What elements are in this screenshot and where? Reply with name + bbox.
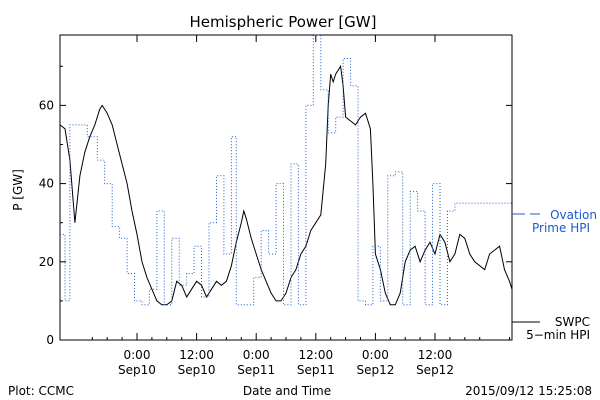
x-tick-label-time: 0:00 [124, 348, 151, 362]
y-axis-ticks: 0 20 40 60 [39, 65, 512, 347]
legend-swpc-label-1: SWPC [555, 315, 590, 329]
x-axis-ticks: 0:00Sep1012:00Sep100:00Sep1112:00Sep110:… [91, 35, 511, 377]
x-tick-label-time: 12:00 [179, 348, 214, 362]
x-tick-label-time: 0:00 [362, 348, 389, 362]
x-tick-label-date: Sep11 [297, 363, 335, 377]
x-axis-label: Date and Time [243, 384, 331, 398]
x-tick-label-date: Sep11 [237, 363, 275, 377]
y-tick-label: 20 [39, 255, 54, 269]
series-layer [59, 34, 513, 306]
x-tick-label-date: Sep12 [356, 363, 394, 377]
series-ovation-prime-line [60, 34, 512, 306]
x-tick-label-time: 0:00 [243, 348, 270, 362]
footer-plot-source: Plot: CCMC [8, 384, 74, 398]
legend-ovation-label-1: Ovation [550, 208, 597, 222]
y-tick-label: 40 [39, 177, 54, 191]
legend-swpc-label-2: 5−min HPI [526, 328, 590, 342]
y-tick-label: 0 [46, 333, 54, 347]
y-axis-label: P [GW] [11, 169, 25, 211]
x-tick-label-date: Sep12 [416, 363, 454, 377]
chart-title: Hemispheric Power [GW] [190, 13, 377, 31]
x-tick-label-time: 12:00 [299, 348, 334, 362]
x-tick-label-date: Sep10 [118, 363, 156, 377]
x-tick-label-time: 12:00 [418, 348, 453, 362]
footer-timestamp: 2015/09/12 15:25:08 [465, 384, 592, 398]
x-tick-label-date: Sep10 [178, 363, 216, 377]
series-swpc-line [59, 64, 513, 306]
legend-ovation-label-2: Prime HPI [532, 221, 590, 235]
y-tick-label: 60 [39, 98, 54, 112]
